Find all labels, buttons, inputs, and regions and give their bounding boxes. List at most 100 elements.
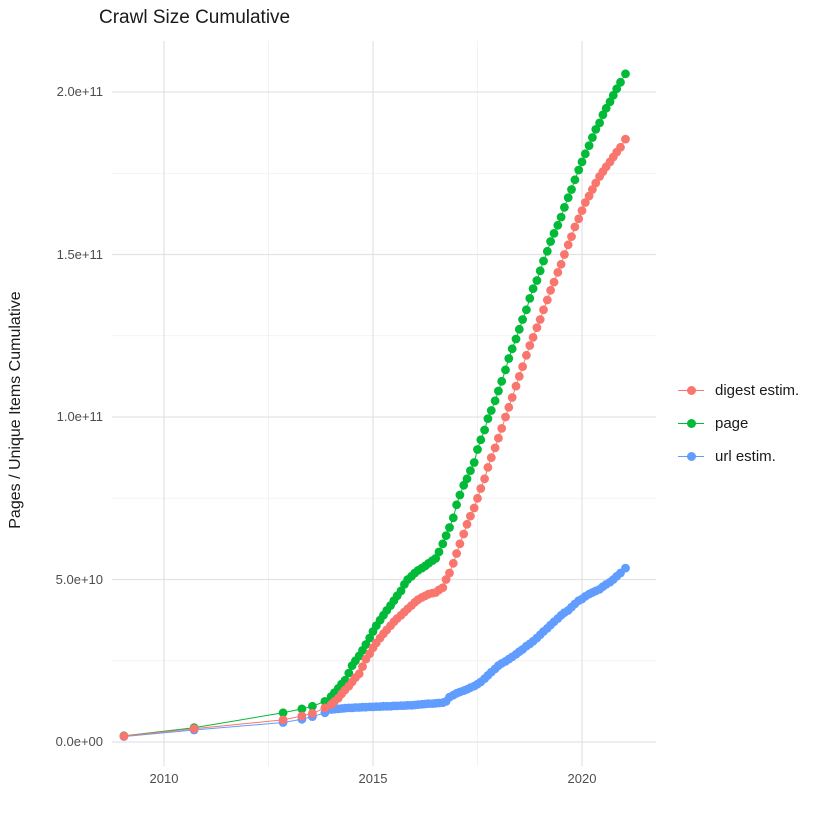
data-point xyxy=(522,350,531,360)
data-point xyxy=(297,704,307,714)
data-point xyxy=(494,386,503,396)
chart-canvas xyxy=(112,41,656,766)
legend-key-dot xyxy=(686,419,696,428)
data-point xyxy=(570,222,580,232)
series-url-estim xyxy=(119,563,630,741)
data-point xyxy=(434,547,444,557)
data-point xyxy=(344,668,354,678)
data-point xyxy=(501,365,510,375)
data-point xyxy=(532,276,542,285)
data-point xyxy=(448,558,458,568)
data-point xyxy=(612,84,622,94)
data-point xyxy=(570,175,580,185)
data-point xyxy=(525,341,535,350)
data-point xyxy=(560,203,569,212)
legend: digest estim. page url estim. xyxy=(678,374,799,473)
data-point xyxy=(580,198,590,207)
data-point xyxy=(504,354,514,363)
data-point xyxy=(580,149,590,159)
x-tick-label: 2010 xyxy=(149,771,179,786)
data-point xyxy=(563,193,573,203)
data-point xyxy=(462,519,472,529)
data-point xyxy=(396,586,406,596)
data-point xyxy=(358,662,367,671)
y-tick-label: 1.0e+11 xyxy=(56,409,103,424)
data-point xyxy=(483,414,493,423)
series-line xyxy=(123,567,626,737)
data-point xyxy=(486,406,496,415)
legend-item-digest-estim: digest estim. xyxy=(678,374,799,407)
data-point xyxy=(574,165,584,175)
data-point xyxy=(459,529,469,539)
data-point xyxy=(514,372,524,381)
data-point xyxy=(297,711,307,721)
data-point xyxy=(469,458,479,467)
data-point xyxy=(560,250,569,259)
data-point xyxy=(473,493,482,503)
data-point xyxy=(567,232,576,242)
data-point xyxy=(469,503,479,513)
series-page xyxy=(119,69,630,741)
data-point xyxy=(361,640,371,649)
data-point xyxy=(577,157,587,167)
data-point xyxy=(466,466,475,475)
data-point xyxy=(455,490,465,500)
data-point xyxy=(473,445,482,454)
y-tick-label: 2.0e+11 xyxy=(56,84,103,99)
data-point xyxy=(476,484,486,493)
data-point xyxy=(535,266,545,276)
data-point xyxy=(462,474,472,484)
data-point xyxy=(588,185,597,194)
data-point xyxy=(448,513,458,523)
data-point xyxy=(549,277,559,287)
data-point xyxy=(354,669,364,679)
data-point xyxy=(278,715,288,725)
data-point xyxy=(556,212,566,222)
data-point xyxy=(501,412,510,422)
data-point xyxy=(605,97,615,107)
data-point xyxy=(542,246,552,256)
y-tick-label: 1.5e+11 xyxy=(56,246,103,262)
legend-label: page xyxy=(715,415,749,432)
data-point xyxy=(616,77,625,87)
data-point xyxy=(504,402,514,412)
data-point xyxy=(621,69,630,79)
data-point xyxy=(438,539,448,549)
data-point xyxy=(441,531,451,540)
data-point xyxy=(308,701,317,711)
data-point xyxy=(507,393,517,402)
legend-key-icon xyxy=(678,452,704,462)
data-point xyxy=(528,284,538,293)
legend-key-icon xyxy=(678,386,704,396)
data-point xyxy=(459,480,469,490)
data-point xyxy=(556,259,566,269)
data-point xyxy=(577,206,587,216)
data-point xyxy=(621,134,630,144)
series-digest-estim xyxy=(119,134,630,741)
data-point xyxy=(542,295,552,305)
y-tick-label: 0.0e+00 xyxy=(55,734,103,749)
legend-label: digest estim. xyxy=(715,382,800,399)
data-point xyxy=(490,396,500,406)
legend-key-dot xyxy=(686,386,696,395)
data-point xyxy=(452,500,461,510)
data-point xyxy=(616,142,625,152)
data-point xyxy=(539,305,548,315)
legend-key-dot xyxy=(686,452,696,461)
data-point xyxy=(567,185,576,194)
data-point xyxy=(365,633,375,643)
legend-item-page: page xyxy=(678,407,799,440)
data-point xyxy=(553,268,563,277)
x-tick-label: 2015 xyxy=(358,771,388,786)
data-point xyxy=(466,511,475,521)
data-point xyxy=(518,362,527,371)
data-point xyxy=(546,285,555,295)
chart-title: Crawl Size Cumulative xyxy=(99,7,291,28)
data-point xyxy=(588,133,597,142)
data-point xyxy=(595,118,604,128)
x-tick-label: 2020 xyxy=(567,771,597,786)
data-point xyxy=(455,539,465,549)
data-point xyxy=(507,344,517,354)
plot-panel xyxy=(112,41,656,766)
